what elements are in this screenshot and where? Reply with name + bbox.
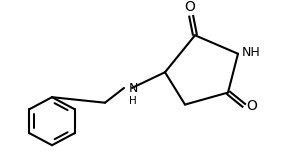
Text: O: O (185, 0, 196, 14)
Text: NH: NH (242, 46, 261, 59)
Text: O: O (247, 99, 257, 113)
Text: N: N (128, 82, 138, 95)
Text: H: H (129, 96, 137, 106)
